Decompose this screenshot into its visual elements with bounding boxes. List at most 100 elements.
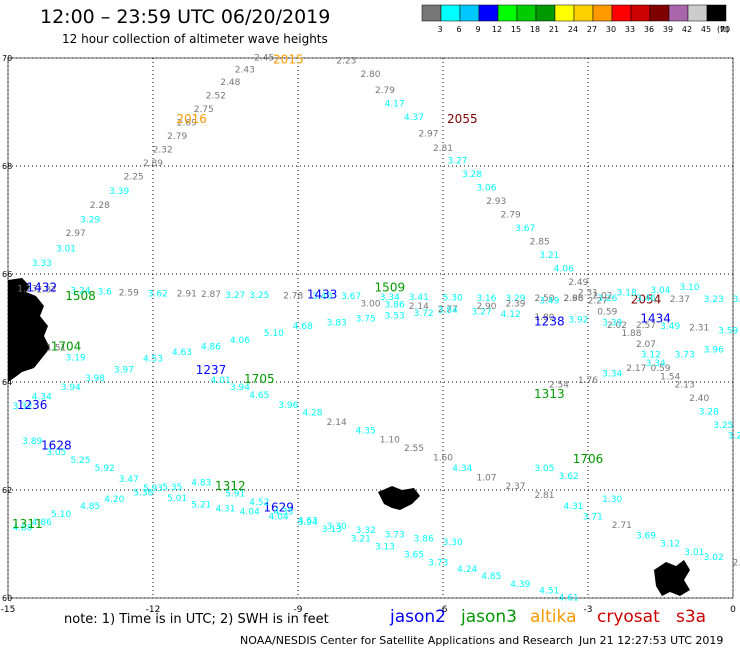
wave-height-value: 4.04	[269, 513, 289, 523]
wave-height-value: 5.10	[264, 329, 284, 339]
footer-note: note: 1) Time is in UTC; 2) SWH is in fe…	[64, 612, 329, 627]
wave-height-value: 3.21	[351, 534, 371, 544]
wave-height-value: 2.81	[534, 491, 554, 501]
wave-height-value: 2.90	[476, 302, 496, 312]
wave-height-value: 3.13	[375, 542, 395, 552]
pass-time-label: 1433	[307, 287, 338, 301]
wave-height-value: 3.28	[699, 407, 719, 417]
wave-height-value: 2.55	[404, 444, 424, 454]
colorbar-label: 3	[437, 25, 442, 34]
wave-height-value: 2.07	[636, 340, 656, 350]
wave-height-value: 3.18	[617, 289, 637, 299]
wave-height-value: 3.69	[636, 532, 656, 542]
colorbar-labels: 3 6 9 12 15 18 21 24 27 30 33 36 39 42 45 70(ft)	[437, 25, 730, 34]
lon-tick-label: -15	[1, 605, 16, 615]
wave-height-value: 5.25	[70, 456, 90, 466]
credit-line: NOAA/NESDIS Center for Satellite Applica…	[240, 634, 574, 647]
wave-height-value: 2.97	[418, 129, 438, 139]
wave-height-value: 2.59	[119, 289, 139, 299]
wave-height-value: 2.50	[534, 294, 554, 304]
wave-height-value: 4.37	[404, 113, 424, 123]
track-2055: 2.23 2.80 2.79 4.17 4.37 2.97 2.81 3.27 3.28 3.06…	[336, 56, 740, 441]
colorbar-label: 36	[644, 25, 654, 34]
wave-height-value: 0.59	[597, 308, 617, 318]
wave-height-value: 4.63	[172, 348, 192, 358]
wave-height-value: 3.89	[22, 437, 42, 447]
wave-height-value: 3.01	[56, 244, 76, 254]
wave-height-value: 4.06	[230, 336, 250, 346]
wave-height-value: 3.6	[98, 288, 113, 298]
satellite-tracks: 2.45 2.43 2.48 2.52 2.75 2.69 2.79 2.32 2.89 2.25…	[12, 52, 740, 603]
wave-height-value: 4.39	[510, 580, 530, 590]
colorbar-label: 9	[475, 25, 480, 34]
page-subtitle: 12 hour collection of altimeter wave hei…	[62, 32, 328, 46]
wave-height-value: 2.77	[438, 305, 458, 315]
wave-height-value: 5.30	[443, 293, 463, 303]
wave-height-value: 2.14	[409, 302, 429, 312]
wave-height-value: 3.53	[385, 311, 405, 321]
faroe-islands	[378, 486, 420, 510]
wave-height-value: 2.80	[360, 70, 380, 80]
wave-height-value: 4.51	[539, 587, 559, 597]
wave-height-value: 2.02	[607, 321, 627, 331]
track-1629: 1629	[263, 501, 294, 515]
wave-height-value: 4.65	[249, 391, 269, 401]
wave-height-value: 2.96	[563, 294, 583, 304]
wave-height-value: 1.80	[534, 313, 554, 323]
wave-height-value: 3.51	[733, 295, 740, 305]
wave-height-value: 3.34	[646, 359, 666, 369]
wave-height-value: 3.24	[70, 286, 90, 296]
wave-height-value: 3.27	[225, 291, 245, 301]
lat-tick-label: 60	[2, 594, 12, 603]
wave-height-value: 4.68	[293, 322, 313, 332]
wave-height-value: 0.59	[650, 364, 670, 374]
wave-height-value: 2.37	[670, 295, 690, 305]
wave-height-value: 3.02	[704, 553, 724, 563]
colorbar-swatch	[706, 4, 727, 22]
colorbar-label: 24	[568, 25, 578, 34]
wave-height-value: 3.27	[447, 156, 467, 166]
wave-height-value: 3.96	[704, 345, 724, 355]
wave-height-value: 3.94	[230, 383, 250, 393]
colorbar	[421, 4, 727, 22]
colorbar-label: 12	[492, 25, 502, 34]
wave-height-value: 2.54	[549, 380, 569, 390]
wave-height-value: 3.39	[109, 187, 129, 197]
wave-height-value: 3.84	[438, 306, 458, 316]
track-1509: 3.00 3.86 2.14 2.77 3.27 4.12 1.80 3.92 3.39 2.57…	[360, 280, 738, 336]
wave-height-value: 5.91	[225, 489, 245, 499]
wave-height-value: 3.49	[539, 297, 559, 307]
wave-height-value: 2.75	[194, 105, 214, 115]
wave-height-value: 2.37	[505, 482, 525, 492]
colorbar-label: 6	[456, 25, 461, 34]
pass-time-label: 1236	[17, 398, 48, 412]
pass-time-label: 2054	[631, 293, 662, 307]
wave-height-value: 3.73	[428, 559, 448, 569]
wave-height-value: 2.52	[206, 92, 226, 102]
wave-height-value: 5.93	[143, 484, 163, 494]
track-1238: 1238	[534, 314, 565, 328]
wave-height-value: 3.62	[559, 472, 579, 482]
wave-height-value: 3.94	[298, 518, 318, 528]
wave-height-value: 2.87	[201, 290, 221, 300]
wave-height-value: 2.57	[636, 321, 656, 331]
wave-height-value: 3.30	[443, 538, 463, 548]
wave-height-value: 4.17	[385, 100, 405, 110]
wave-height-value: 4.12	[501, 310, 521, 320]
wave-height-value: 4.85	[80, 502, 100, 512]
wave-height-value: 2.81	[433, 144, 453, 154]
wave-height-value: 2.39	[505, 299, 525, 309]
wave-height-value: 2.48	[220, 78, 240, 88]
wave-height-value: 2.13	[675, 380, 695, 390]
wave-height-value: 4.06	[554, 264, 574, 274]
wave-height-value: 3.97	[114, 365, 134, 375]
page-title: 12:00 – 23:59 UTC 06/20/2019	[40, 6, 331, 28]
wave-height-value: 1.88	[621, 329, 641, 339]
colorbar-label: 70	[720, 25, 730, 34]
wave-height-value: 3.98	[85, 374, 105, 384]
pass-time-label: 1237	[196, 363, 227, 377]
wave-height-value: 3.29	[80, 216, 100, 226]
